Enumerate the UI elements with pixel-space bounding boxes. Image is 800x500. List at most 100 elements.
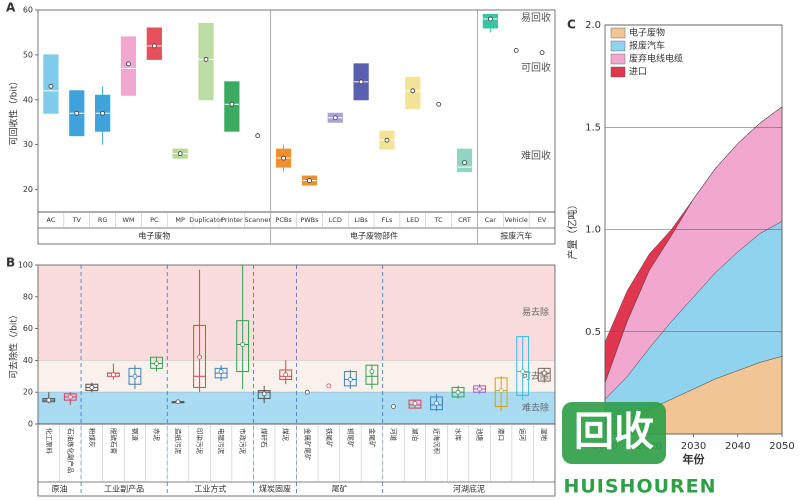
y-tick-label: 100 [18,261,33,270]
x-tick-label: EV [538,216,547,224]
x-tick-label: PWBs [300,216,319,224]
legend-swatch [610,53,626,65]
mean-marker [218,369,224,374]
x-tick-label: LED [406,216,419,224]
watermark-text: HUISHOUREN [563,476,716,498]
y-tick-label: 0.5 [585,327,601,338]
mean-marker [197,354,202,360]
box [408,399,422,409]
y-tick-label: 1.5 [585,122,601,133]
x-tick-label: PCBs [275,216,292,224]
x-tick-label: WM [122,216,134,224]
mean-marker [229,101,235,107]
x-tick-label: Scanner [244,216,271,224]
x-tick-label: 2030 [681,441,706,452]
box [257,390,271,400]
mean-marker [307,178,312,183]
x-tick-label: AC [46,216,55,224]
box [430,396,443,411]
box [537,367,551,382]
box [516,336,530,396]
area [604,106,783,383]
mean-marker [261,391,267,397]
mean-marker [283,372,289,378]
legend-label: 进口 [629,67,647,78]
box [236,320,250,373]
box [343,371,357,387]
y-tick-label: 40 [23,95,33,104]
mean-marker [154,361,159,366]
watermark: 回收 HUISHOUREN [562,402,716,498]
x-tick-label: LCD [329,216,342,224]
plot-frame [604,24,783,435]
mean-marker [126,61,131,67]
mean-marker [67,394,73,400]
mean-marker [410,88,416,94]
x-tick-label: 运河 [519,428,527,442]
mean-marker [304,389,310,395]
x-tick-label: 钢渣 [131,428,140,442]
x-tick-label: CRT [458,216,471,224]
y-tick-label: 0 [28,420,33,429]
x-tick-label: 湖泊 [411,428,420,441]
watermark-logo: 回收 [574,409,654,455]
y-tick-label: 30 [23,140,33,149]
legend-swatch [610,27,626,39]
mean-marker [391,404,396,409]
y-tick-label: 40 [23,356,33,365]
mean-marker [412,400,418,406]
group-label: 原油 [52,484,68,494]
mean-marker [203,56,209,62]
x-tick-label: LIBs [354,216,368,224]
group-label: 工业方式 [194,484,226,494]
mean-marker [151,43,157,49]
panel-label: C [567,18,576,32]
mean-marker [358,79,364,85]
mean-marker [487,16,493,22]
x-tick-label: 煤泥 [282,428,291,442]
mean-marker [281,155,286,161]
x-tick-label: 金尾矿 [368,428,377,448]
x-tick-label: 电镀污泥 [217,428,226,455]
x-tick-label: 池塘 [476,428,485,442]
mean-marker [132,373,138,379]
x-tick-label: 印染污泥 [196,428,205,455]
mean-marker [100,110,106,116]
x-tick-label: 河道 [389,428,398,442]
mean-marker [255,133,261,139]
mean-marker [74,110,80,116]
legend-label: 报废汽车 [629,40,665,52]
mean-marker [48,83,54,89]
watermark-logo-bg [562,402,666,464]
panel-label: A [6,1,16,15]
x-tick-label: Vehicle [505,216,528,224]
band-label: 难去除 [522,402,549,414]
annotation: 难回收 [521,149,551,162]
box [150,356,163,369]
group-label: 河湖底泥 [453,484,485,494]
x-tick-label: 造纸污泥 [174,428,183,455]
x-tick-label: 煤矸石 [260,428,269,448]
mean-marker [175,399,181,405]
band-label: 易去除 [522,306,549,318]
box [279,369,293,380]
group-label: 煤炭固废 [259,484,291,494]
x-tick-label: 赤泥 [152,428,160,442]
y-tick-label: 20 [23,185,33,194]
x-tick-label: 2040 [725,441,750,452]
mean-marker [177,151,183,157]
y-tick-label: 60 [23,324,33,333]
legend-swatch [610,40,626,52]
mean-marker [541,370,547,376]
y-axis-label: 产量（亿吨） [566,200,579,260]
group-label: 工业副产品 [104,484,144,494]
x-tick-label: 脱硫石膏 [109,428,118,455]
y-tick-label: 1.0 [585,225,601,236]
mean-marker [436,101,442,107]
mean-marker [520,369,526,374]
y-tick-label: 80 [23,292,33,301]
legend-label: 废弃电线电缆 [629,53,683,65]
